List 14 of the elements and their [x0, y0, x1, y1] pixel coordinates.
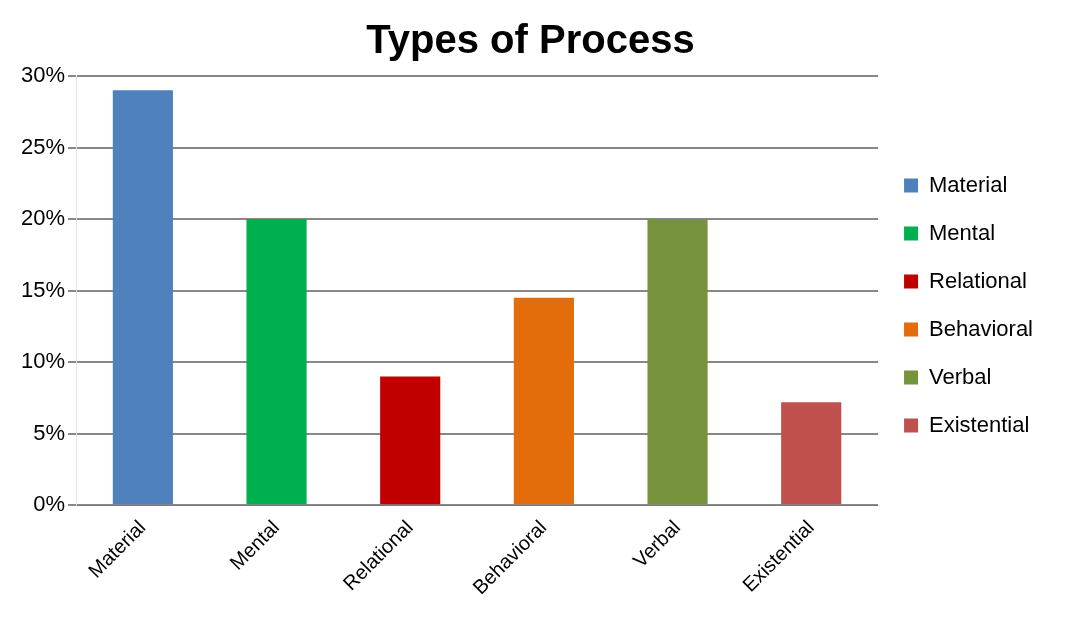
chart-title: Types of Process	[366, 17, 695, 62]
y-tick-label: 5%	[33, 419, 66, 445]
y-tick-label: 10%	[20, 348, 66, 374]
legend-label: Behavioral	[929, 315, 1033, 341]
y-tick-label: 15%	[20, 276, 66, 302]
legend-label: Verbal	[929, 363, 992, 389]
y-tick-label: 30%	[20, 62, 66, 88]
y-tick-label: 0%	[33, 491, 66, 517]
y-tick-label: 20%	[20, 205, 66, 231]
legend-label: Existential	[929, 411, 1030, 437]
y-tick-label: 25%	[20, 133, 66, 159]
legend-label: Mental	[929, 219, 996, 245]
legend-label: Material	[929, 171, 1008, 197]
legend-label: Relational	[929, 267, 1027, 293]
